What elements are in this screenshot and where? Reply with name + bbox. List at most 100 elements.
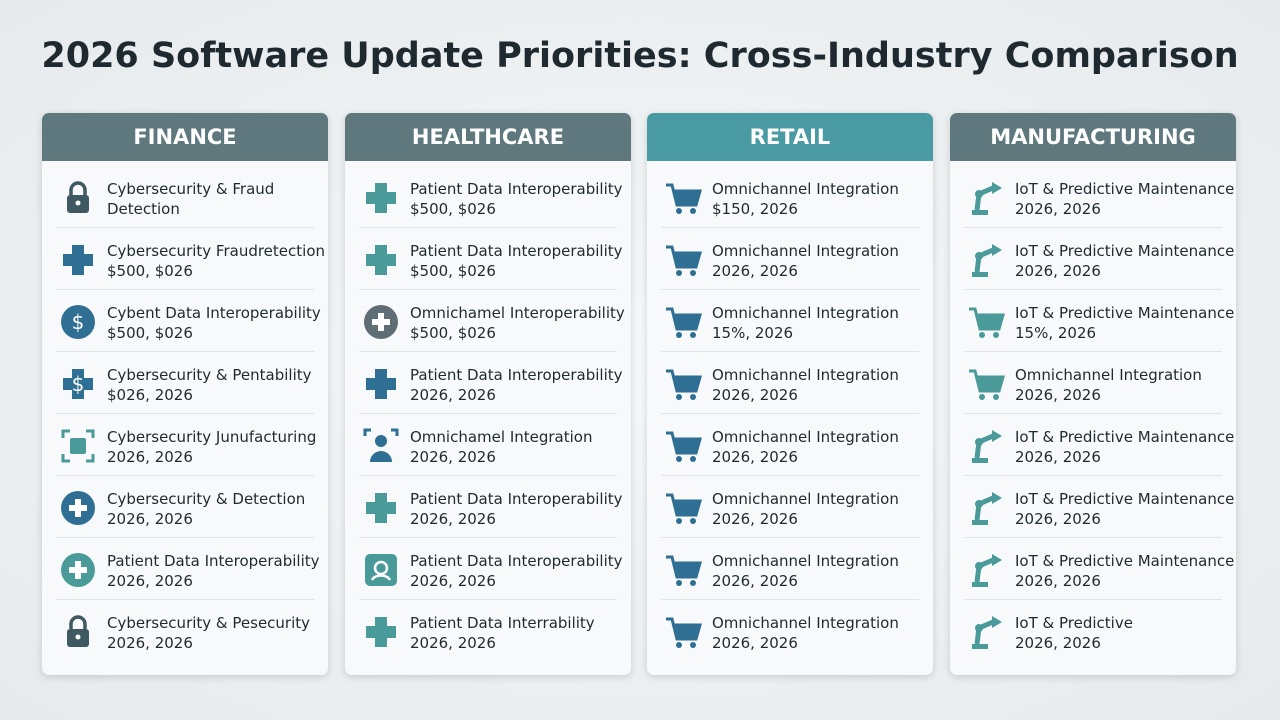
item-detail: 2026, 2026	[1015, 448, 1101, 466]
industry-column: FINANCE Cybersecurity & Fraud Detection Cyb…	[42, 113, 328, 675]
item-title: Omnichannel Integration	[712, 242, 899, 260]
item-icon	[366, 369, 396, 399]
item-icon	[666, 307, 702, 338]
item-text: IoT & Predictive 2026, 2026	[1015, 613, 1133, 653]
priority-item: IoT & Predictive Maintenance 2026, 2026	[964, 413, 1234, 476]
item-icon	[666, 431, 702, 462]
item-title: IoT & Predictive Maintenance	[1015, 304, 1235, 322]
item-title: Patient Data Interrability	[410, 614, 595, 632]
item-text: Patient Data Interoperability $500, $026	[410, 241, 623, 281]
priority-item: Patient Data Interoperability 2026, 2026	[359, 537, 623, 600]
item-detail: $500, $026	[107, 324, 193, 342]
item-text: Omnichannel Integration 2026, 2026	[712, 613, 899, 653]
item-icon	[366, 245, 396, 275]
item-detail: 2026, 2026	[1015, 262, 1101, 280]
item-title: IoT & Predictive Maintenance	[1015, 552, 1235, 570]
item-icon	[67, 181, 89, 213]
priority-item: Omnichannel Integration 2026, 2026	[661, 413, 919, 476]
item-icon	[63, 245, 93, 275]
priority-item: Omnichannel Integration $150, 2026	[661, 165, 919, 228]
item-text: Patient Data Interoperability 2026, 2026	[107, 551, 320, 591]
item-icon	[972, 554, 1002, 587]
item-title: Omnichannel Integration	[712, 614, 899, 632]
priority-item: $ Cybersecurity & Pentability $026, 2026	[56, 351, 314, 414]
item-text: Patient Data Interoperability 2026, 2026	[410, 551, 623, 591]
item-icon: $	[61, 305, 95, 339]
item-detail: 2026, 2026	[410, 572, 496, 590]
item-title: IoT & Predictive Maintenance	[1015, 242, 1235, 260]
item-detail: 2026, 2026	[1015, 386, 1101, 404]
item-detail: 2026, 2026	[410, 448, 496, 466]
item-icon	[972, 244, 1002, 277]
item-title: IoT & Predictive Maintenance	[1015, 180, 1235, 198]
item-title: Omnichamel Interoperability	[410, 304, 625, 322]
item-text: Omnichannel Integration 2026, 2026	[712, 489, 899, 529]
priority-item: IoT & Predictive Maintenance 2026, 2026	[964, 227, 1234, 290]
item-detail: Detection	[107, 200, 180, 218]
item-detail: 2026, 2026	[1015, 510, 1101, 528]
item-title: IoT & Predictive Maintenance	[1015, 490, 1235, 508]
item-detail: 2026, 2026	[712, 634, 798, 652]
item-icon	[972, 492, 1002, 525]
item-detail: $500, $026	[410, 262, 496, 280]
item-detail: $500, $026	[410, 200, 496, 218]
item-text: IoT & Predictive Maintenance 2026, 2026	[1015, 179, 1234, 219]
item-detail: 15%, 2026	[712, 324, 794, 342]
item-icon	[61, 429, 95, 463]
item-icon	[666, 555, 702, 586]
priority-item: Omnichamel Integration 2026, 2026	[359, 413, 617, 476]
item-title: Omnichannel Integration	[712, 552, 899, 570]
item-title: Omnichannel Integration	[1015, 366, 1202, 384]
item-title: Omnichannel Integration	[712, 366, 899, 384]
item-detail: 2026, 2026	[107, 634, 193, 652]
svg-text:$: $	[72, 372, 85, 396]
item-detail: 2026, 2026	[410, 386, 496, 404]
priority-item: Patient Data Interoperability 2026, 2026	[56, 537, 320, 600]
item-text: IoT & Predictive Maintenance 2026, 2026	[1015, 427, 1234, 467]
item-icon	[972, 616, 1002, 649]
item-title: Cybersecurity & Fraud	[107, 180, 275, 198]
item-title: Patient Data Interoperability	[410, 552, 623, 570]
item-detail: 2026, 2026	[712, 386, 798, 404]
item-title: Cybersecurity Junufacturing	[107, 428, 317, 446]
item-title: Cybersecurity & Pesecurity	[107, 614, 311, 632]
item-text: Omnichamel Integration 2026, 2026	[410, 427, 592, 467]
item-text: Omnichamel Interoperability $500, $026	[410, 303, 625, 343]
priority-item: Omnichannel Integration 2026, 2026	[661, 537, 919, 600]
priority-item: IoT & Predictive Maintenance 2026, 2026	[964, 537, 1234, 600]
item-icon	[67, 615, 89, 647]
item-title: Patient Data Interoperability	[410, 242, 623, 260]
item-title: Cybersecurity Fraudretection	[107, 242, 326, 260]
item-text: Patient Data Interrability 2026, 2026	[410, 613, 595, 653]
item-detail: 2026, 2026	[410, 634, 496, 652]
priority-item: Cybersecurity Fraudretection $500, $026	[56, 227, 325, 290]
priority-item: Cybersecurity & Detection 2026, 2026	[56, 475, 314, 538]
column-header: FINANCE	[42, 113, 328, 161]
item-text: Cybersecurity Junufacturing 2026, 2026	[107, 427, 316, 467]
priority-item: Omnichamel Interoperability $500, $026	[359, 289, 625, 352]
item-title: Omnichannel Integration	[712, 490, 899, 508]
item-icon	[666, 617, 702, 648]
item-title: Patient Data Interoperability	[410, 490, 623, 508]
item-detail: 2026, 2026	[712, 572, 798, 590]
item-text: Patient Data Interoperability $500, $026	[410, 179, 623, 219]
priority-item: Omnichannel Integration 2026, 2026	[661, 351, 919, 414]
item-detail: 2026, 2026	[410, 510, 496, 528]
item-icon	[666, 245, 702, 276]
item-text: IoT & Predictive Maintenance 2026, 2026	[1015, 241, 1234, 281]
item-text: IoT & Predictive Maintenance 2026, 2026	[1015, 551, 1234, 591]
item-title: Omnichamel Integration	[410, 428, 593, 446]
column-header: MANUFACTURING	[950, 113, 1236, 161]
priority-item: Omnichannel Integration 2026, 2026	[661, 227, 919, 290]
item-icon	[969, 369, 1005, 400]
svg-text:$: $	[72, 310, 85, 334]
item-icon	[364, 305, 398, 339]
priority-item: IoT & Predictive Maintenance 15%, 2026	[964, 289, 1234, 352]
item-icon	[969, 307, 1005, 338]
priority-item: Omnichannel Integration 2026, 2026	[964, 351, 1222, 414]
item-title: IoT & Predictive	[1015, 614, 1133, 632]
item-icon	[363, 428, 399, 462]
item-icon	[972, 430, 1002, 463]
priority-item: Omnichannel Integration 2026, 2026	[661, 475, 919, 538]
